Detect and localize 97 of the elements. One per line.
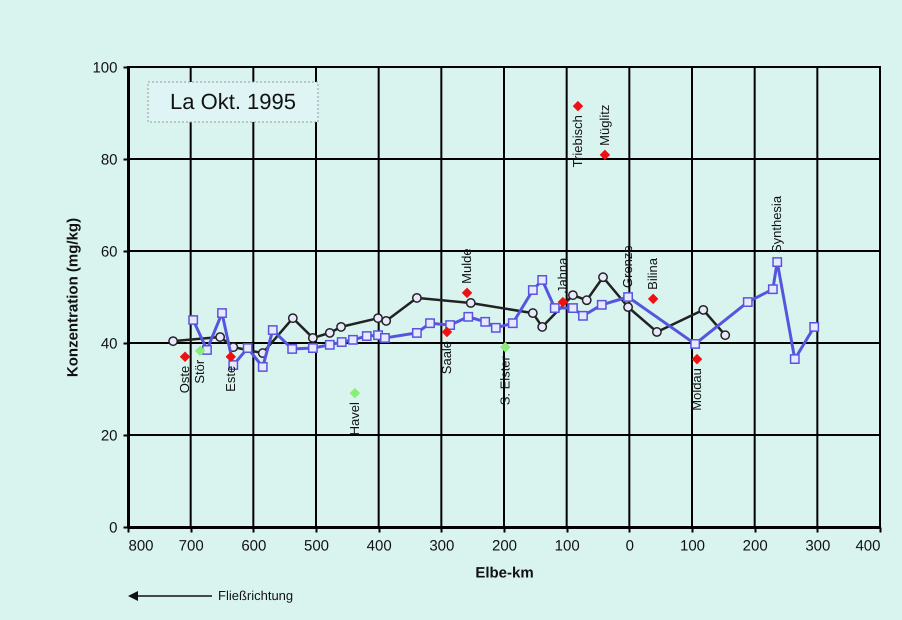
point — [373, 313, 383, 324]
point — [790, 354, 800, 364]
point — [568, 290, 578, 300]
y-tick-label: 20 — [100, 428, 118, 444]
point — [768, 284, 778, 294]
annotation: Bilina — [645, 257, 660, 290]
point — [528, 285, 538, 296]
annotation: Oste — [177, 366, 192, 394]
point — [215, 332, 226, 342]
text: La Okt. 1995 — [170, 89, 296, 114]
point — [528, 308, 538, 318]
x-tick-label: 100 — [680, 538, 706, 554]
point — [324, 340, 335, 350]
point — [194, 346, 206, 356]
point — [168, 336, 178, 346]
point — [463, 312, 474, 322]
x-tick-label: 500 — [304, 538, 330, 554]
point — [648, 294, 658, 304]
point — [362, 331, 372, 342]
annotation: Stör — [192, 359, 208, 384]
x-tick-label: 400 — [855, 538, 880, 554]
y-tick-label: 60 — [100, 244, 118, 260]
point — [742, 297, 753, 307]
x-tick-label: 0 — [626, 538, 634, 554]
annotation: Este — [222, 366, 238, 392]
point — [568, 303, 578, 313]
point — [720, 330, 730, 340]
x-axis-title: Elbe-km — [475, 564, 534, 582]
text: Fließrichtung — [218, 588, 294, 603]
point — [596, 300, 607, 310]
annotation: Müglitz — [596, 104, 612, 146]
point — [308, 333, 318, 343]
point — [412, 292, 422, 303]
point — [572, 100, 584, 112]
point — [480, 316, 490, 327]
point — [466, 298, 476, 308]
point — [600, 150, 610, 160]
point — [226, 352, 236, 362]
point — [598, 272, 608, 282]
y-tick-label: 80 — [100, 152, 118, 168]
point — [287, 344, 298, 354]
point — [623, 302, 634, 312]
point — [772, 257, 782, 267]
point — [412, 328, 422, 338]
point — [809, 322, 820, 332]
point — [690, 338, 700, 349]
point — [623, 292, 634, 302]
point — [350, 388, 360, 398]
point — [537, 322, 548, 332]
x-tick-label: 700 — [178, 538, 204, 554]
x-tick-label: 100 — [554, 538, 580, 554]
point — [188, 315, 198, 325]
y-axis-title: Konzentration (mg/kg) — [64, 218, 82, 378]
point — [490, 322, 501, 333]
point — [288, 313, 298, 324]
y-tick-label: 40 — [100, 336, 118, 352]
y-tick-label: 0 — [109, 520, 118, 536]
point — [217, 308, 227, 318]
annotation: Mulde — [459, 248, 474, 284]
x-tick-label: 300 — [429, 538, 454, 554]
point — [698, 304, 708, 315]
x-tick-label: 800 — [128, 538, 154, 554]
point — [268, 325, 278, 336]
annotation: Havel — [346, 402, 362, 436]
x-tick-label: 200 — [742, 538, 768, 554]
point — [445, 320, 456, 330]
point — [336, 337, 347, 348]
point — [508, 318, 518, 328]
point — [324, 328, 335, 338]
point — [308, 343, 318, 353]
point — [425, 318, 435, 328]
point — [558, 296, 568, 308]
point — [500, 342, 510, 352]
point — [348, 334, 358, 345]
point — [380, 333, 390, 343]
point — [442, 326, 452, 338]
point — [582, 295, 592, 306]
annotation: Jahna — [554, 256, 570, 294]
point — [692, 354, 702, 364]
point — [202, 344, 212, 355]
point — [242, 343, 253, 353]
point — [550, 303, 560, 313]
annotation: Moldau — [689, 368, 704, 411]
x-tick-label: 600 — [241, 538, 266, 554]
point — [336, 322, 346, 332]
point — [180, 352, 190, 362]
point — [462, 288, 472, 298]
x-tick-label: 300 — [805, 538, 830, 554]
annotation: S. Elster — [497, 355, 512, 406]
x-tick-label: 200 — [492, 538, 518, 554]
point — [537, 275, 548, 285]
x-tick-label: 400 — [366, 538, 392, 554]
point — [578, 310, 588, 321]
point — [652, 327, 662, 337]
point — [258, 362, 268, 372]
point — [381, 316, 392, 326]
y-tick-label: 100 — [92, 60, 118, 76]
